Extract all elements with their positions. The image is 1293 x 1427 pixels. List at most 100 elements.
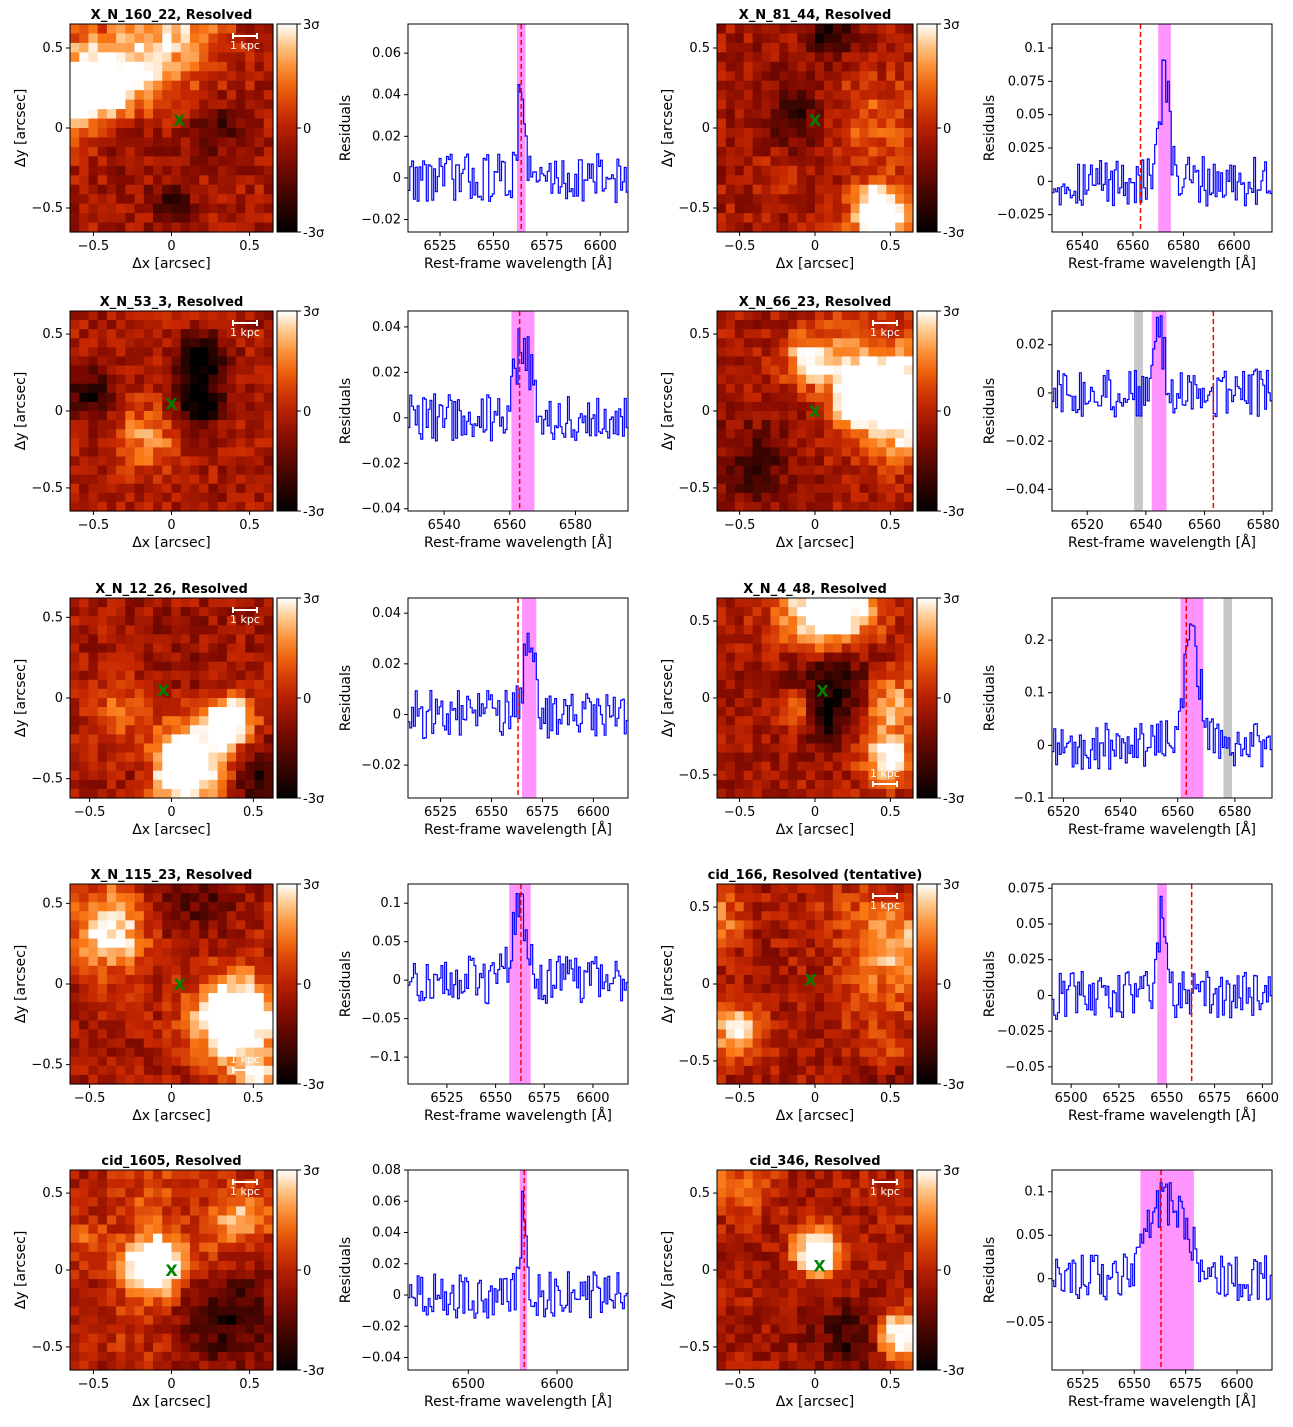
map-pixel: [815, 203, 825, 214]
map-pixel: [245, 616, 256, 626]
map-pixel: [79, 956, 90, 967]
map-pixel: [79, 320, 90, 330]
map-pixel: [70, 1333, 80, 1344]
map-pixel: [143, 24, 154, 35]
map-pixel: [116, 911, 126, 921]
map-pixel: [236, 194, 246, 205]
map-pixel: [904, 383, 914, 394]
map-pixel: [217, 1038, 228, 1049]
map-pixel: [868, 109, 878, 120]
map-pixel: [734, 911, 745, 921]
map-pixel: [226, 429, 237, 439]
map-pixel: [761, 911, 772, 921]
map-pixel: [245, 993, 256, 1003]
map-pixel: [97, 743, 108, 754]
map-pixel: [171, 1065, 182, 1076]
x-axis-label: Δx [arcsec]: [776, 535, 855, 551]
map-pixel: [97, 156, 108, 167]
map-pixel: [806, 1065, 816, 1076]
map-pixel: [171, 203, 182, 214]
map-pixel: [171, 374, 182, 385]
map-pixel: [725, 109, 736, 120]
map-pixel: [180, 1270, 191, 1280]
map-pixel: [106, 128, 117, 139]
map-pixel: [743, 420, 754, 430]
map-pixel: [263, 911, 274, 921]
map-pixel: [868, 938, 878, 949]
map-pixel: [725, 311, 736, 321]
map-pixel: [199, 401, 210, 412]
map-pixel: [263, 392, 274, 403]
map-pixel: [245, 137, 256, 148]
map-pixel: [788, 438, 798, 448]
map-pixel: [97, 411, 108, 421]
map-pixel: [886, 607, 896, 617]
map-pixel: [97, 203, 108, 214]
map-pixel: [761, 698, 772, 708]
map-pixel: [886, 1056, 896, 1067]
map-pixel: [162, 1038, 173, 1049]
map-pixel: [850, 616, 861, 626]
map-pixel: [245, 1260, 256, 1271]
map-pixel: [153, 411, 163, 421]
map-pixel: [725, 1038, 736, 1049]
map-pixel: [106, 483, 117, 494]
map-pixel: [70, 779, 80, 790]
map-pixel: [895, 679, 905, 690]
map-pixel: [97, 365, 108, 376]
map-pixel: [180, 347, 191, 358]
map-pixel: [171, 1179, 182, 1189]
map-pixel: [70, 33, 80, 44]
map-pixel: [779, 616, 789, 626]
map-pixel: [245, 175, 256, 186]
map-pixel: [779, 598, 789, 608]
map-pixel: [815, 429, 825, 439]
map-pixel: [199, 194, 210, 205]
map-pixel: [895, 438, 905, 448]
map-pixel: [761, 761, 772, 772]
map-pixel: [254, 625, 265, 635]
map-pixel: [886, 184, 896, 195]
map-pixel: [743, 725, 754, 735]
map-pixel: [208, 311, 219, 321]
map-pixel: [171, 1233, 182, 1244]
map-pixel: [868, 716, 878, 726]
map-pixel: [226, 347, 237, 358]
map-pixel: [217, 652, 228, 663]
map-pixel: [886, 347, 896, 358]
map-pixel: [226, 679, 237, 690]
map-pixel: [895, 501, 905, 512]
map-pixel: [743, 383, 754, 394]
map-pixel: [217, 1315, 228, 1326]
map-pixel: [125, 652, 136, 663]
map-pixel: [125, 1074, 136, 1085]
map-pixel: [725, 203, 736, 214]
map-pixel: [88, 52, 99, 63]
map-pixel: [841, 33, 852, 44]
map-pixel: [134, 71, 145, 82]
map-pixel: [88, 716, 99, 726]
map-pixel: [106, 938, 117, 949]
map-pixel: [886, 616, 896, 626]
map-pixel: [788, 956, 798, 967]
map-pixel: [743, 222, 754, 233]
x-axis-label: Δx [arcsec]: [776, 1108, 855, 1124]
map-pixel: [779, 42, 789, 53]
map-pixel: [245, 1342, 256, 1353]
map-pixel: [125, 788, 136, 799]
map-pixel: [97, 374, 108, 385]
map-pixel: [770, 788, 780, 799]
map-pixel: [97, 175, 108, 186]
map-pixel: [743, 938, 754, 949]
map-pixel: [236, 329, 246, 339]
map-pixel: [134, 447, 145, 458]
map-pixel: [208, 688, 219, 699]
y-tick-label: −0.5: [31, 481, 63, 496]
map-pixel: [171, 1002, 182, 1012]
map-pixel: [895, 80, 905, 91]
map-pixel: [199, 1029, 210, 1040]
map-pixel: [868, 501, 878, 512]
map-pixel: [717, 465, 727, 476]
map-pixel: [189, 947, 200, 958]
map-pixel: [153, 893, 163, 903]
